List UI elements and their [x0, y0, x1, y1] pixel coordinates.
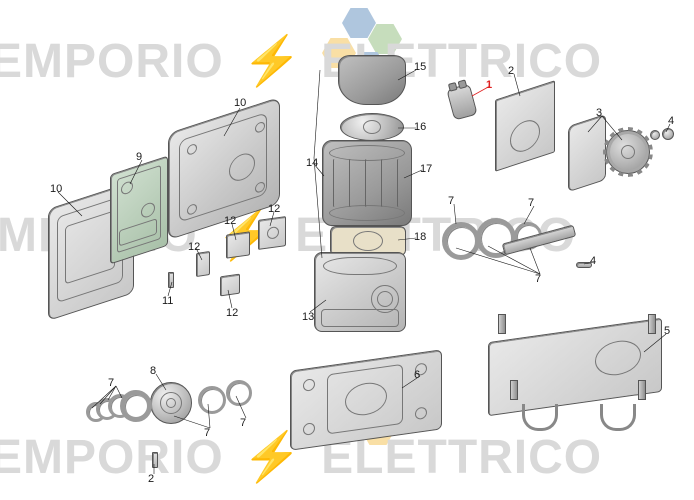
callout-7: 7 [535, 274, 541, 285]
callout-6: 6 [414, 370, 420, 381]
callout-13: 13 [302, 312, 314, 323]
callout-12: 12 [226, 308, 238, 319]
callout-15: 15 [414, 62, 426, 73]
callout-12: 12 [224, 216, 236, 227]
callout-3: 3 [596, 108, 602, 119]
callout-14: 14 [306, 158, 318, 169]
callout-9: 9 [136, 152, 142, 163]
leader-lines [0, 0, 694, 500]
callout-12: 12 [188, 242, 200, 253]
callout-7: 7 [240, 418, 246, 429]
callout-4: 4 [590, 256, 596, 267]
callout-7: 7 [528, 198, 534, 209]
callout-17: 17 [420, 164, 432, 175]
callout-10: 10 [234, 98, 246, 109]
callout-8: 8 [150, 366, 156, 377]
callout-4: 4 [668, 116, 674, 127]
callout-11: 11 [162, 296, 173, 307]
callout-7: 7 [448, 196, 454, 207]
callout-1: 1 [486, 80, 492, 91]
callout-18: 18 [414, 232, 426, 243]
callout-2: 2 [148, 474, 154, 485]
callout-7: 7 [108, 378, 114, 389]
callout-12: 12 [268, 204, 280, 215]
callout-2: 2 [508, 66, 514, 77]
callout-7: 7 [204, 428, 210, 439]
exploded-diagram: 1091011121212121516171813141234777487772… [0, 0, 694, 500]
callout-5: 5 [664, 326, 670, 337]
callout-16: 16 [414, 122, 426, 133]
callout-10: 10 [50, 184, 62, 195]
stage: EMPORIO ⚡ ELETTRICO EMPORIO ⚡ ELETTRICO … [0, 0, 694, 500]
